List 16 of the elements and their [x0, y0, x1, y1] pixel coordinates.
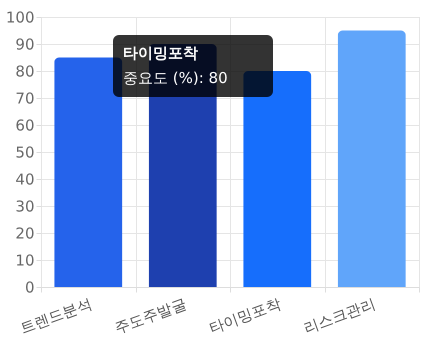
- y-tick-label: 80: [15, 62, 34, 80]
- bar: [54, 58, 122, 287]
- bar: [243, 71, 312, 287]
- y-tick-label: 20: [15, 224, 34, 242]
- annotation: 중요도 (%): 80: [123, 69, 228, 87]
- y-tick-label: 30: [15, 198, 34, 216]
- y-tick-label: 70: [15, 90, 34, 108]
- y-tick-label: 40: [15, 170, 34, 188]
- bar: [338, 30, 406, 287]
- y-tick-label: 50: [15, 144, 34, 162]
- y-tick-label: 10: [15, 252, 34, 270]
- y-tick-label: 90: [15, 36, 34, 54]
- annotation: 타이밍포착: [123, 44, 198, 62]
- y-tick-label: 100: [6, 8, 34, 26]
- y-tick-label: 0: [24, 278, 34, 296]
- y-tick-label: 60: [15, 116, 34, 134]
